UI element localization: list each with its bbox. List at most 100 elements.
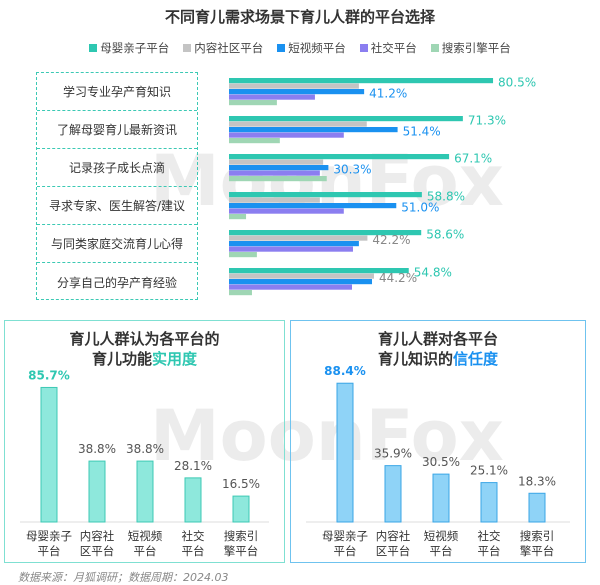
x-tick-label: 母婴亲子 平台	[315, 529, 375, 559]
bar	[229, 116, 463, 122]
legend-item: 搜索引擎平台	[430, 40, 511, 56]
vertical-bar-chart: 88.4% 35.9% 30.5% 25.1% 18.3%	[306, 364, 570, 523]
x-tick-line: 平台	[333, 544, 357, 558]
x-tick-label: 社交 平台	[163, 529, 223, 559]
x-tick-line: 平台	[133, 544, 157, 558]
bar	[232, 495, 250, 523]
bar	[136, 460, 154, 523]
trust-panel: 育儿人群对各平台 育儿知识的信任度 88.4% 35.9% 30.5% 25.1% 18…	[290, 320, 586, 563]
x-tick-line: 擎平台	[519, 544, 555, 558]
legend-swatch	[430, 44, 439, 52]
data-label: 51.4%	[403, 125, 441, 139]
bar	[229, 94, 315, 100]
bar	[229, 192, 422, 198]
legend-item: 母婴亲子平台	[89, 40, 169, 56]
utility-title-line1: 育儿人群认为各平台的	[69, 330, 220, 348]
data-label: 58.8%	[427, 190, 465, 204]
bar	[229, 214, 247, 220]
bar	[40, 386, 58, 523]
bar	[229, 197, 320, 203]
x-tick-line: 平台	[429, 544, 453, 558]
x-tick-label: 搜索引 擎平台	[507, 529, 567, 559]
legend-item: 社交平台	[359, 40, 417, 56]
data-label: 30.5%	[422, 455, 460, 469]
data-label: 28.1%	[174, 459, 212, 473]
bar	[229, 203, 397, 209]
bar	[184, 477, 202, 523]
category-label: 学习专业孕产育知识	[37, 73, 197, 111]
data-label: 38.8%	[78, 442, 116, 456]
bar	[384, 465, 402, 523]
bar	[229, 284, 352, 290]
x-tick-line: 社交	[477, 529, 501, 543]
bar	[528, 492, 546, 523]
chart-title: 不同育儿需求场景下育儿人群的平台选择	[164, 8, 435, 26]
bar	[229, 246, 353, 252]
legend-swatch	[89, 44, 98, 52]
x-tick-line: 短视频	[127, 529, 163, 543]
bar	[229, 241, 359, 247]
category-label: 寻求专家、医生解答/建议	[37, 187, 197, 225]
data-label: 54.8%	[414, 266, 452, 280]
legend-label: 社交平台	[370, 41, 417, 55]
x-tick-line: 社交	[181, 529, 205, 543]
x-tick-line: 擎平台	[223, 544, 259, 558]
utility-title-accent: 实用度	[152, 350, 198, 368]
horizontal-bar-chart: 80.5% 41.2% 71.3% 51.4% 67.1% 30.3% 58.8%51.0%…	[229, 76, 536, 296]
utility-panel: 育儿人群认为各平台的 育儿功能实用度 85.7% 38.8% 38.8% 28.1% 1…	[4, 320, 285, 563]
legend-label: 搜索引擎平台	[441, 41, 511, 55]
data-label: 30.3%	[333, 163, 371, 177]
x-tick-line: 搜索引	[519, 529, 555, 543]
utility-title: 育儿人群认为各平台的 育儿功能实用度	[5, 329, 284, 369]
legend-item: 内容社区平台	[183, 40, 263, 56]
category-label: 与同类家庭交流育儿心得	[37, 225, 197, 263]
data-label: 44.2%	[379, 271, 417, 285]
x-tick-line: 母婴亲子	[322, 529, 368, 543]
data-label: 67.1%	[454, 152, 492, 166]
x-tick-label: 内容社 区平台	[67, 529, 127, 559]
bar	[480, 482, 498, 523]
footer-source: 数据来源：月狐调研；数据周期：2024.03	[18, 571, 229, 584]
data-label: 71.3%	[468, 114, 506, 128]
bar	[229, 268, 409, 274]
category-label: 了解母婴育儿最新资讯	[37, 111, 197, 149]
bar	[229, 279, 373, 285]
data-label: 38.8%	[126, 442, 164, 456]
data-label: 85.7%	[28, 368, 70, 382]
x-tick-line: 区平台	[79, 544, 115, 558]
x-tick-label: 短视频 平台	[411, 529, 471, 559]
watermark: MoonFox	[150, 395, 504, 477]
x-tick-label: 内容社 区平台	[363, 529, 423, 559]
x-tick-line: 平台	[181, 544, 205, 558]
vertical-bar-chart: 85.7% 38.8% 38.8% 28.1% 16.5%	[20, 368, 269, 523]
bar	[229, 127, 398, 133]
bar	[229, 100, 277, 106]
legend-swatch	[183, 44, 192, 52]
category-label: 记录孩子成长点滴	[37, 149, 197, 187]
bar	[229, 208, 344, 214]
data-label: 88.4%	[324, 364, 366, 378]
data-label: 42.2%	[372, 233, 410, 247]
bar	[229, 252, 257, 258]
x-tick-line: 平台	[37, 544, 61, 558]
data-label: 58.6%	[426, 228, 464, 242]
trust-title-accent: 信任度	[453, 350, 499, 368]
bar	[229, 170, 320, 176]
bar	[229, 121, 367, 127]
data-label: 18.3%	[518, 474, 556, 488]
category-list: 学习专业孕产育知识 了解母婴育儿最新资讯 记录孩子成长点滴 寻求专家、医生解答/建议与…	[36, 72, 198, 300]
data-label: 16.5%	[222, 477, 260, 491]
legend-label: 内容社区平台	[194, 41, 264, 55]
x-tick-line: 搜索引	[223, 529, 259, 543]
bar	[229, 273, 374, 279]
x-tick-line: 内容社	[375, 529, 411, 543]
bar	[229, 138, 280, 144]
x-tick-line: 内容社	[79, 529, 115, 543]
bar	[336, 382, 354, 523]
data-label: 51.0%	[401, 201, 439, 215]
legend: 母婴亲子平台 内容社区平台 短视频平台 社交平台 搜索引擎平台	[0, 40, 600, 56]
trust-title-prefix: 育儿知识的	[377, 350, 453, 368]
bar	[229, 132, 344, 138]
x-tick-line: 区平台	[375, 544, 411, 558]
data-label: 35.9%	[374, 447, 412, 461]
